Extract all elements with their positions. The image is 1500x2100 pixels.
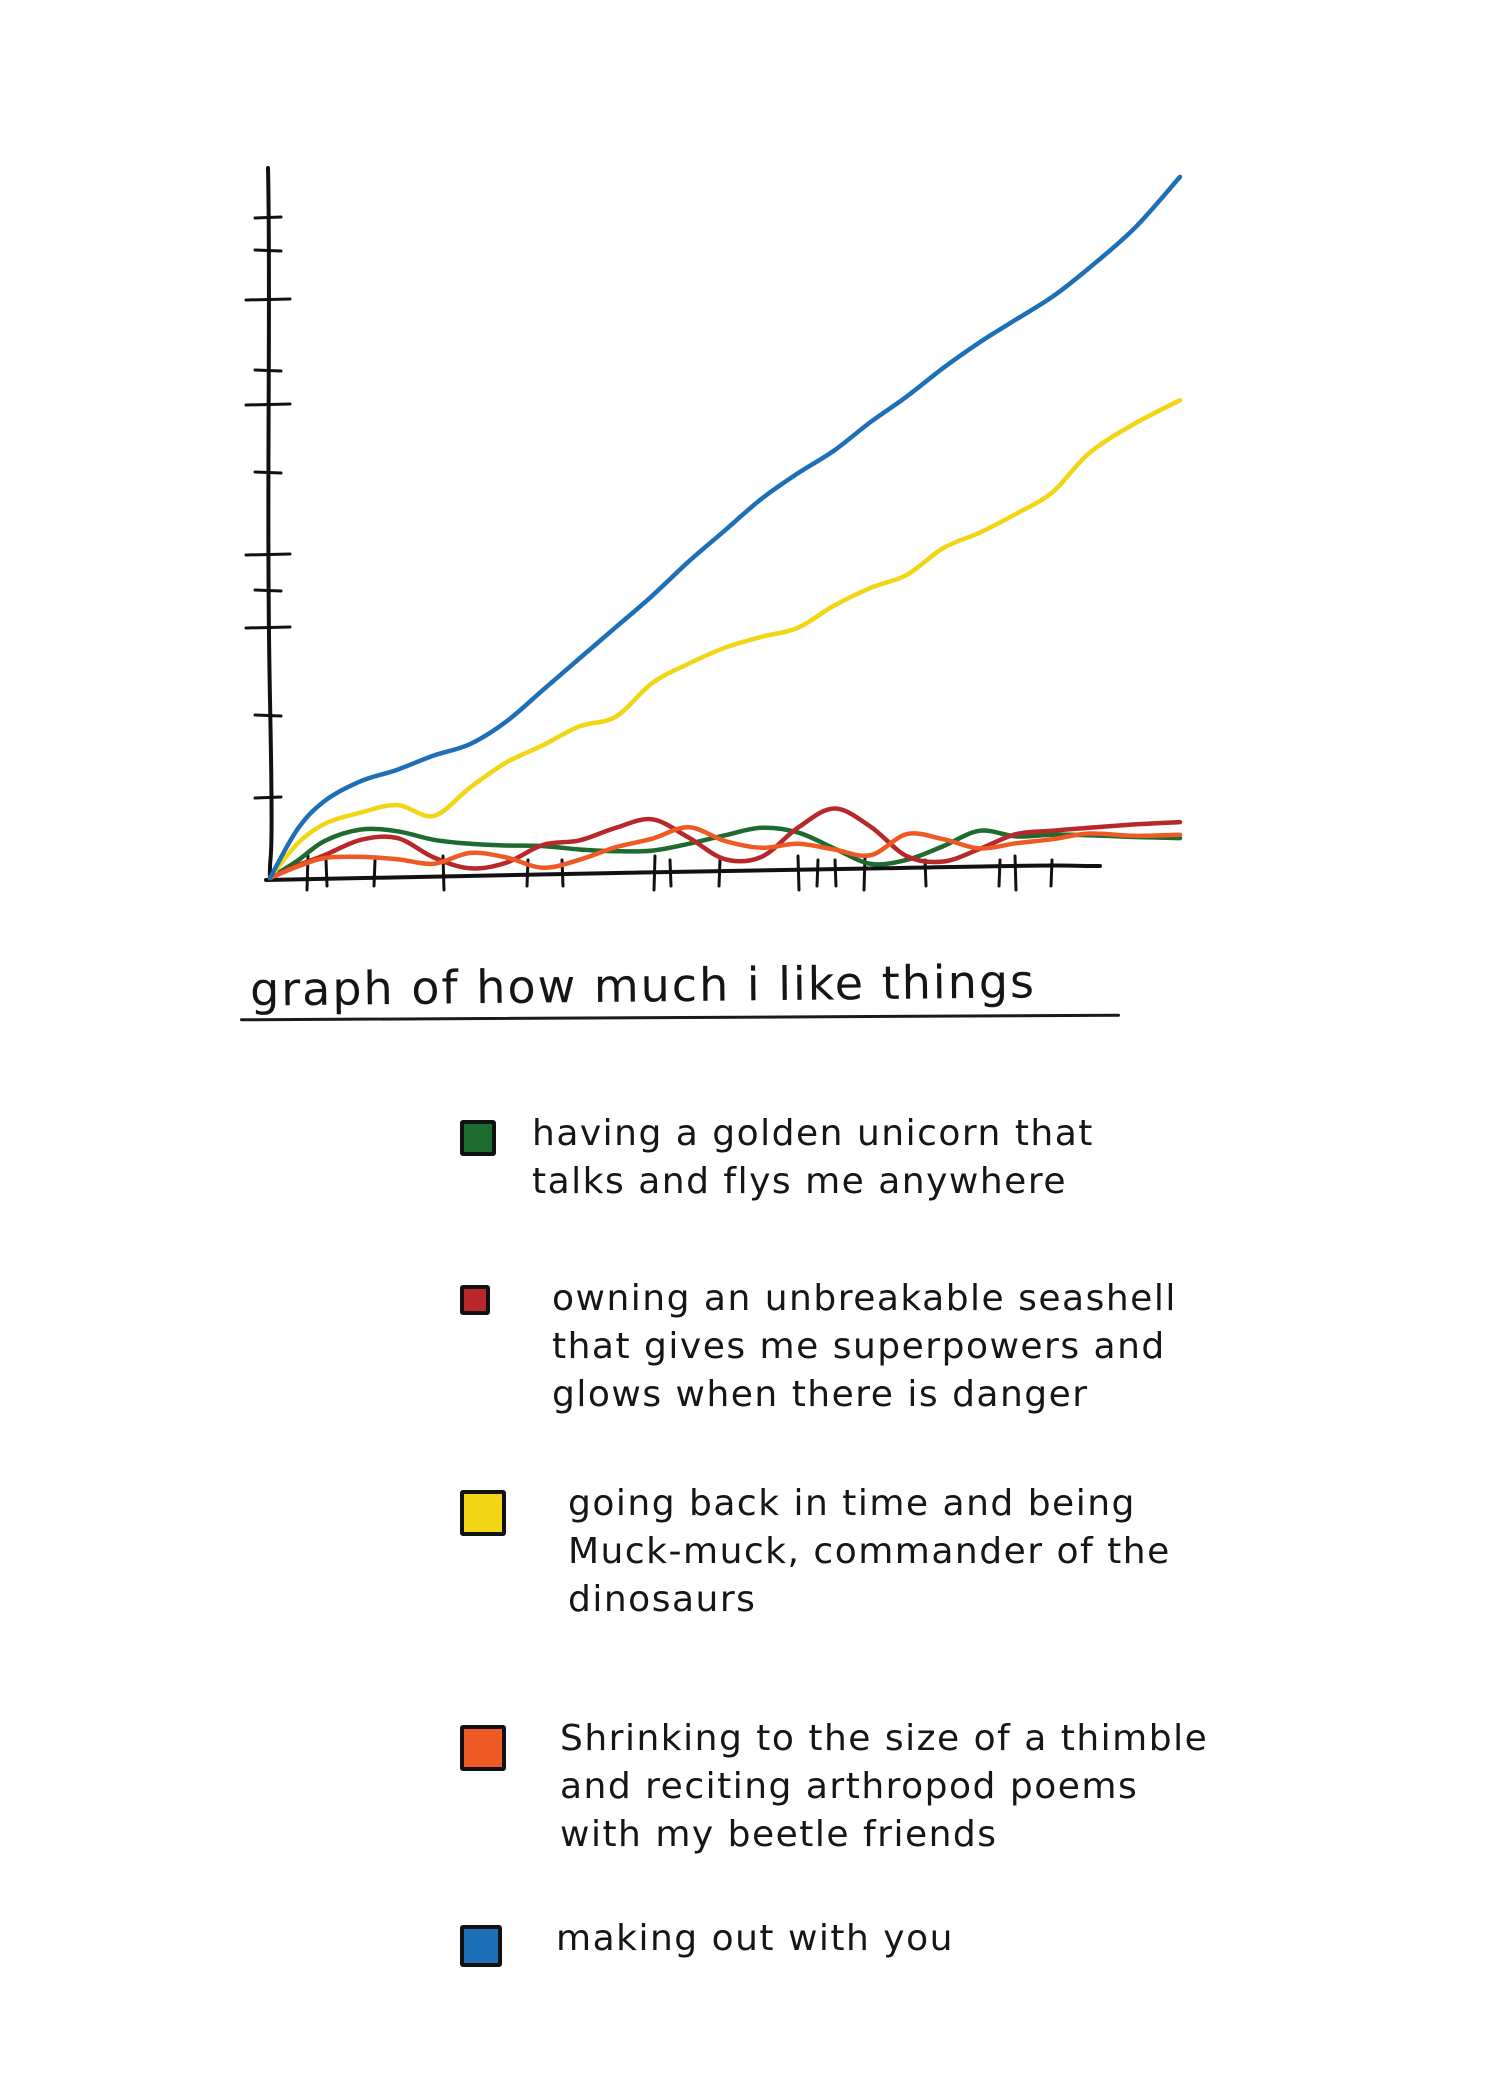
legend-item: having a golden unicorn that talks and f… xyxy=(460,1110,1094,1206)
series-making-out-line xyxy=(267,174,1183,881)
chart-title: graph of how much i like things xyxy=(249,954,1037,1017)
legend-item: making out with you xyxy=(460,1915,954,1967)
legend-item: owning an unbreakable seashell that give… xyxy=(460,1275,1177,1419)
x-axis-tick xyxy=(833,858,838,888)
legend-item: Shrinking to the size of a thimble and r… xyxy=(460,1715,1208,1859)
y-axis-tick xyxy=(253,713,283,718)
x-axis-tick xyxy=(717,858,722,888)
x-axis-tick xyxy=(1013,854,1018,892)
x-axis xyxy=(264,863,1102,882)
legend-swatch xyxy=(460,1925,502,1967)
legend-swatch xyxy=(460,1120,496,1156)
y-axis-tick xyxy=(253,795,283,800)
x-axis-tick xyxy=(796,854,801,892)
line-chart xyxy=(244,166,1183,892)
series-seashell-line xyxy=(267,806,1183,881)
legend-label: making out with you xyxy=(556,1918,954,1959)
y-axis-tick xyxy=(253,588,283,593)
y-axis-tick xyxy=(244,552,292,557)
legend-item: going back in time and being Muck-muck, … xyxy=(460,1480,1171,1624)
y-axis-tick xyxy=(253,248,283,253)
x-axis-tick xyxy=(324,858,329,888)
y-axis-tick xyxy=(253,368,283,373)
y-axis xyxy=(266,166,274,882)
x-axis-tick xyxy=(1049,858,1054,888)
x-axis-tick xyxy=(815,858,820,888)
x-axis-tick xyxy=(923,858,928,888)
y-axis-tick xyxy=(244,297,292,302)
legend-label: having a golden unicorn that talks and f… xyxy=(532,1113,1094,1202)
x-axis-tick xyxy=(372,858,377,888)
legend-label: Shrinking to the size of a thimble and r… xyxy=(560,1718,1209,1855)
y-axis-tick xyxy=(244,625,292,630)
legend-swatch xyxy=(460,1725,506,1771)
y-axis-tick xyxy=(253,470,283,475)
x-axis-tick xyxy=(997,858,1002,888)
y-axis-tick xyxy=(244,402,292,407)
legend-swatch xyxy=(460,1490,506,1536)
series-dinosaurs-line xyxy=(267,398,1183,881)
x-axis-tick xyxy=(652,854,657,892)
y-axis-tick xyxy=(253,215,283,220)
x-axis-tick xyxy=(668,858,673,888)
legend-swatch xyxy=(460,1285,490,1315)
series-thimble-line xyxy=(267,825,1183,881)
legend-label: going back in time and being Muck-muck, … xyxy=(568,1483,1171,1620)
legend-label: owning an unbreakable seashell that give… xyxy=(552,1278,1177,1415)
